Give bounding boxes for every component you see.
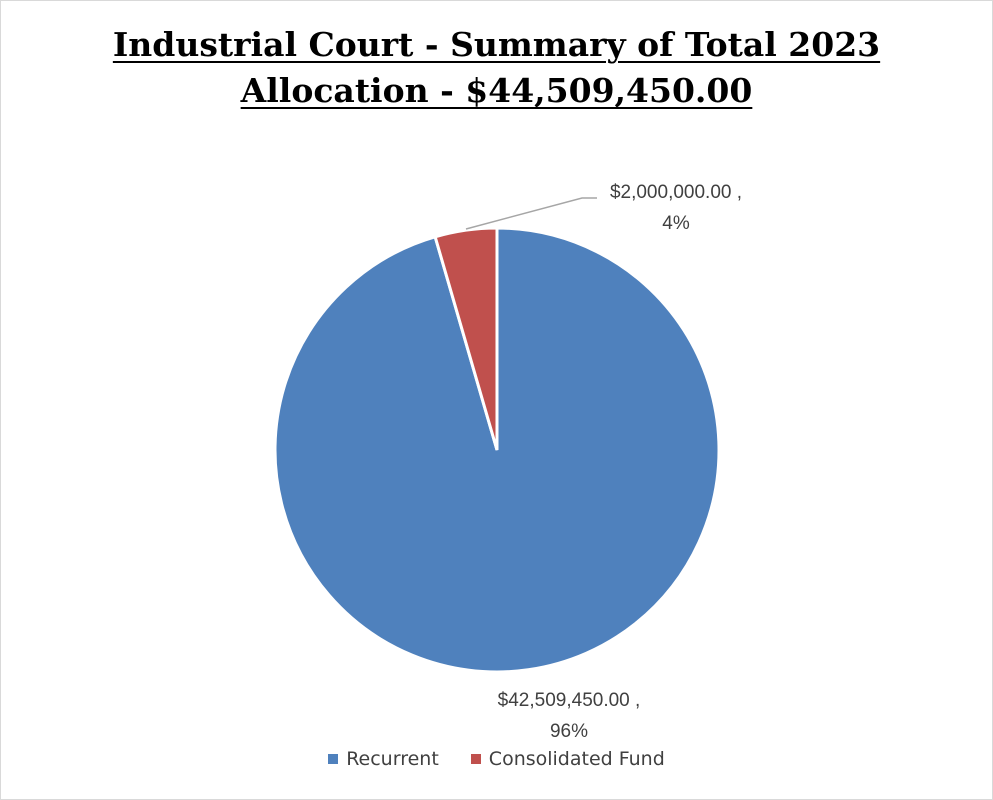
legend-label-consolidated-fund: Consolidated Fund [488,748,665,770]
pie-slice-recurrent[interactable] [273,226,721,674]
legend-swatch-recurrent [328,754,339,764]
chart-title: Industrial Court - Summary of Total 2023… [0,22,993,114]
leader-line-consolidated-fund [465,197,597,230]
data-label-recurrent-value: $42,509,450.00 , [498,690,641,711]
legend-item-recurrent[interactable]: Recurrent [328,748,439,770]
chart-title-line1: Industrial Court - Summary of Total 2023 [112,25,881,64]
chart-title-line2: Allocation - $44,509,450.00 [240,71,753,110]
legend-label-recurrent: Recurrent [346,748,439,770]
data-label-consolidated-fund-percent: 4% [662,213,690,234]
legend-item-consolidated-fund[interactable]: Consolidated Fund [470,748,665,770]
legend-swatch-consolidated-fund [470,754,481,764]
data-label-consolidated-fund-value: $2,000,000.00 , [610,182,742,203]
data-label-recurrent-percent: 96% [550,721,588,742]
legend: Recurrent Consolidated Fund [0,748,993,770]
pie-slice-consolidated-fund[interactable] [433,226,499,451]
